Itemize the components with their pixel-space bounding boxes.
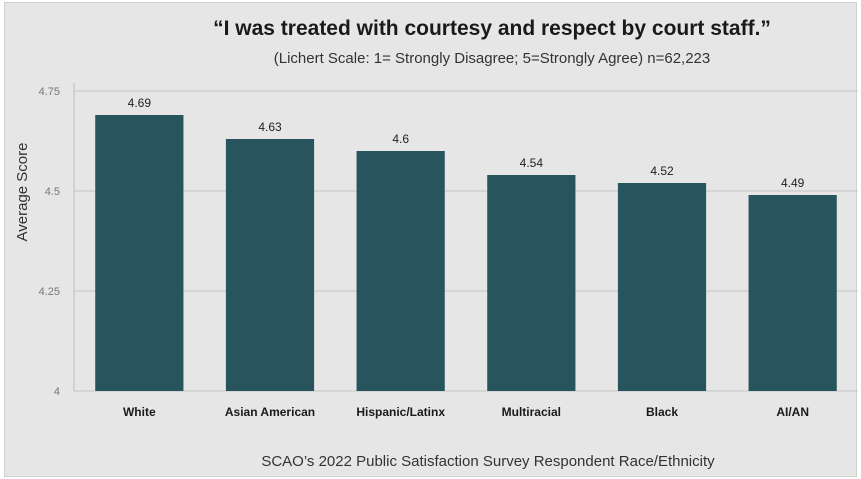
category-label: AI/AN [776, 405, 809, 419]
data-label: 4.54 [520, 156, 544, 170]
data-label: 4.69 [128, 96, 152, 110]
category-label: Asian American [225, 405, 315, 419]
bars [95, 115, 837, 391]
y-tick-label: 4.5 [45, 186, 60, 198]
category-label: Black [646, 405, 678, 419]
category-labels: White Asian American Hispanic/Latinx Multir… [123, 405, 809, 419]
data-label: 4.63 [258, 120, 282, 134]
y-tick-label: 4.25 [39, 286, 60, 298]
data-label: 4.49 [781, 176, 805, 190]
y-tick-labels: 4 4.25 4.5 4.75 [39, 86, 60, 398]
y-tick-label: 4.75 [39, 86, 60, 98]
data-label: 4.52 [650, 164, 674, 178]
bar [617, 183, 707, 391]
value-labels: 4.69 4.63 4.6 4.54 4.52 4.49 [128, 96, 805, 190]
y-axis-label: Average Score [14, 143, 31, 242]
category-label: Hispanic/Latinx [356, 405, 445, 419]
bar [95, 115, 184, 391]
x-axis-label: SCAO’s 2022 Public Satisfaction Survey R… [261, 453, 715, 470]
y-tick-label: 4 [54, 386, 60, 398]
category-label: Multiracial [502, 405, 561, 419]
chart-subtitle: (Lichert Scale: 1= Strongly Disagree; 5=… [274, 50, 711, 67]
chart-title: “I was treated with courtesy and respect… [213, 17, 771, 40]
bar [225, 139, 315, 391]
gridlines [74, 90, 858, 392]
bar [748, 195, 837, 391]
bar [356, 151, 445, 391]
category-label: White [123, 405, 156, 419]
bar [487, 175, 576, 391]
data-label: 4.6 [392, 132, 409, 146]
